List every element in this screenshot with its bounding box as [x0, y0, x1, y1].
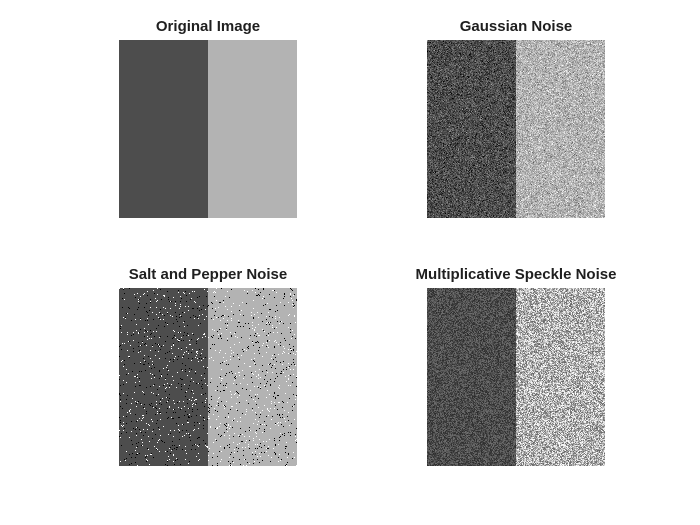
gaussian-noise-image: [427, 40, 605, 218]
original-image: [119, 40, 297, 218]
image-frame-speckle: [427, 288, 605, 466]
image-frame-gaussian: [427, 40, 605, 218]
panel-title-salt-and-pepper-noise: Salt and Pepper Noise: [128, 266, 288, 283]
salt-and-pepper-noise-image: [119, 288, 297, 466]
multiplicative-speckle-noise-image: [427, 288, 605, 466]
panel-title-multiplicative-speckle-noise: Multiplicative Speckle Noise: [415, 266, 617, 283]
panel-gaussian-noise: Gaussian Noise: [396, 18, 636, 238]
image-frame-original: [119, 40, 297, 218]
image-frame-salt-and-pepper: [119, 288, 297, 466]
panel-salt-and-pepper-noise: Salt and Pepper Noise: [88, 266, 328, 486]
panel-title-gaussian-noise: Gaussian Noise: [459, 18, 573, 35]
panel-multiplicative-speckle-noise: Multiplicative Speckle Noise: [396, 266, 636, 486]
panel-title-original-image: Original Image: [155, 18, 261, 35]
panel-original-image: Original Image: [88, 18, 328, 238]
